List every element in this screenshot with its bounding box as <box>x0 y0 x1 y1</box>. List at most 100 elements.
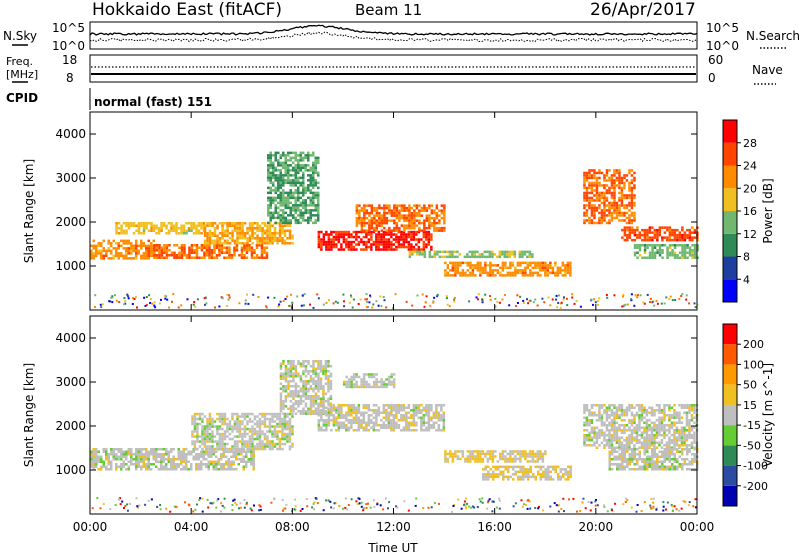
power-cell <box>147 222 151 225</box>
power-y-label: Slant Range [km] <box>22 159 36 263</box>
velocity-cell <box>507 468 510 471</box>
velocity-cell <box>322 421 326 424</box>
power-cell <box>486 271 490 275</box>
power-cell <box>309 214 312 217</box>
power-cell <box>302 151 305 155</box>
power-speckle <box>649 301 651 303</box>
velocity-cell <box>218 445 222 448</box>
power-cell <box>504 261 507 265</box>
power-cell <box>423 253 427 256</box>
velocity-cell <box>355 409 358 412</box>
power-cell <box>521 250 524 254</box>
velocity-cell <box>177 458 180 461</box>
power-cell <box>673 244 677 247</box>
power-cell <box>610 191 614 195</box>
power-cell <box>294 191 297 195</box>
power-cell <box>636 233 639 237</box>
power-cell <box>413 209 416 212</box>
power-cell <box>626 228 629 232</box>
power-cell <box>322 243 326 246</box>
power-cell <box>613 181 616 185</box>
velocity-cell <box>304 387 308 390</box>
velocity-cell <box>241 422 244 426</box>
power-cell <box>618 191 621 195</box>
velocity-cell <box>240 450 243 453</box>
velocity-cell <box>223 422 227 426</box>
power-cell <box>454 266 457 270</box>
velocity-cell <box>207 455 210 458</box>
power-cell <box>469 266 472 270</box>
power-cell <box>190 222 193 225</box>
velocity-cell <box>449 452 452 456</box>
power-cell <box>628 233 632 237</box>
power-speckle <box>633 304 636 307</box>
velocity-cell <box>345 383 348 386</box>
power-cell <box>150 227 153 230</box>
power-cell <box>444 274 447 277</box>
velocity-cell <box>312 370 315 373</box>
velocity-cell <box>598 406 601 409</box>
power-cell <box>511 274 515 277</box>
power-cell <box>360 240 363 244</box>
power-cell <box>633 194 636 197</box>
power-cell <box>588 201 591 205</box>
power-cell <box>443 204 446 207</box>
power-cell <box>208 224 212 227</box>
power-cell <box>613 211 616 215</box>
cpid-text: normal (fast) 151 <box>94 95 212 109</box>
power-cell <box>299 156 302 160</box>
velocity-cell <box>536 450 540 453</box>
velocity-cell <box>278 437 282 441</box>
power-cell <box>274 211 277 215</box>
velocity-cell <box>499 470 502 474</box>
velocity-cell <box>514 455 517 458</box>
power-cell <box>514 271 517 275</box>
velocity-cell <box>216 412 219 416</box>
power-cell <box>163 251 166 254</box>
power-cell <box>588 219 591 222</box>
velocity-cell <box>288 422 292 426</box>
velocity-cell <box>213 435 217 438</box>
power-cell <box>248 246 251 249</box>
power-cell <box>292 156 295 160</box>
velocity-cell <box>203 415 207 418</box>
velocity-cell <box>362 406 366 409</box>
power-cell <box>636 246 639 249</box>
power-cell <box>618 169 621 172</box>
velocity-cell <box>252 465 255 468</box>
power-cell <box>274 206 277 210</box>
power-cell <box>299 184 302 187</box>
power-cell <box>345 233 348 236</box>
power-cell <box>147 239 150 243</box>
velocity-cell <box>142 455 145 458</box>
power-cell <box>625 179 629 182</box>
velocity-cell <box>200 455 203 458</box>
power-cell <box>536 274 540 277</box>
power-cell <box>317 235 321 239</box>
power-cell <box>375 245 378 249</box>
power-cell <box>423 221 426 225</box>
power-cell <box>317 214 320 217</box>
velocity-cell <box>319 385 323 388</box>
velocity-cell <box>182 465 185 468</box>
velocity-cell <box>100 465 103 468</box>
power-cell <box>623 176 626 180</box>
power-cell <box>158 254 161 257</box>
velocity-cell <box>147 460 150 463</box>
power-cell <box>267 159 270 162</box>
power-cell <box>167 222 171 225</box>
power-cell <box>385 216 389 220</box>
power-cell <box>431 255 434 259</box>
velocity-cell <box>385 383 388 386</box>
power-speckle <box>284 298 287 300</box>
power-cell <box>641 256 644 259</box>
velocity-cell <box>187 460 190 463</box>
power-cell <box>643 228 647 232</box>
power-cell <box>302 181 305 185</box>
power-cell <box>195 246 199 249</box>
velocity-cell <box>598 429 601 432</box>
power-cell <box>241 234 244 237</box>
power-speckle <box>357 303 360 305</box>
velocity-cell <box>320 416 323 419</box>
